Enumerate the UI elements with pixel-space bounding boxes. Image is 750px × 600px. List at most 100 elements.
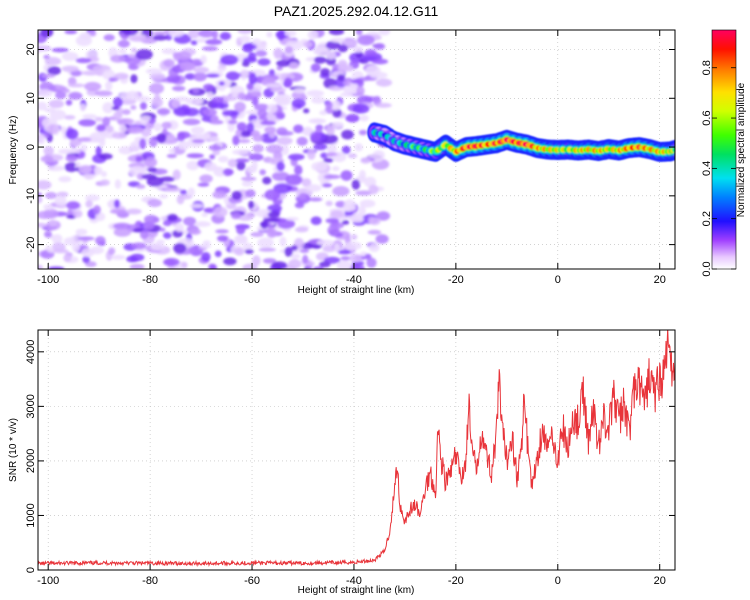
noise-blob [319, 261, 331, 268]
noise-blob [372, 58, 389, 65]
snr-x-tick-label: -20 [448, 575, 464, 587]
noise-blob [290, 253, 301, 259]
snr-x-tick-label: 20 [654, 575, 666, 587]
noise-blob [310, 216, 322, 225]
noise-blob [66, 201, 81, 210]
noise-blob [243, 57, 257, 63]
noise-blob [67, 77, 77, 86]
noise-blob [147, 167, 158, 173]
colorbar-tick-label: 0.2 [701, 211, 713, 226]
noise-blob [61, 65, 79, 73]
noise-blob [206, 91, 214, 100]
noise-blob [200, 55, 207, 64]
noise-blob [302, 41, 313, 48]
noise-blob [267, 204, 282, 213]
noise-blob [84, 81, 102, 92]
noise-blob [204, 162, 217, 172]
noise-blob [89, 30, 97, 37]
noise-blob [111, 132, 128, 139]
noise-blob [157, 108, 171, 116]
noise-blob [356, 95, 373, 105]
noise-blob [223, 257, 237, 266]
noise-blob [108, 77, 116, 82]
noise-blob [237, 92, 246, 101]
noise-blob [65, 99, 73, 106]
noise-blob [350, 215, 364, 223]
spectrogram-x-tick-label: -20 [448, 274, 464, 286]
noise-blob [219, 31, 231, 41]
snr-x-tick-label: -80 [142, 575, 158, 587]
noise-blob [159, 194, 168, 199]
spectrogram-noise-region [38, 30, 393, 269]
noise-blob [145, 68, 163, 75]
noise-blob [332, 108, 342, 118]
noise-blob [285, 174, 303, 186]
noise-blob [262, 176, 272, 185]
noise-blob [313, 49, 322, 55]
snr-x-tick-label: -100 [37, 575, 59, 587]
noise-blob [217, 235, 228, 242]
noise-blob [38, 134, 46, 145]
noise-blob [341, 145, 351, 154]
noise-blob [343, 199, 356, 210]
noise-blob [193, 66, 210, 74]
noise-blob [183, 216, 197, 226]
noise-blob [365, 65, 381, 76]
noise-blob [203, 207, 213, 213]
spectrogram-y-tick-label: 10 [25, 92, 37, 104]
noise-blob [210, 101, 226, 109]
snr-x-tick-label: -60 [244, 575, 260, 587]
noise-blob [82, 114, 97, 119]
noise-blob [206, 73, 220, 78]
noise-blob [167, 213, 178, 222]
spectrogram-signal-track [367, 122, 675, 162]
noise-blob [129, 263, 145, 269]
noise-blob [144, 157, 158, 168]
noise-blob [293, 88, 306, 94]
noise-blob [179, 61, 196, 72]
noise-blob [234, 247, 245, 256]
noise-blob [332, 166, 340, 172]
noise-blob [160, 215, 168, 221]
noise-blob [129, 64, 138, 70]
noise-blob [349, 263, 365, 269]
noise-blob [95, 212, 106, 222]
noise-blob [199, 174, 213, 183]
noise-blob [237, 139, 251, 144]
noise-blob [101, 171, 107, 178]
noise-blob [43, 146, 54, 156]
noise-blob [181, 261, 188, 268]
noise-blob [368, 184, 379, 195]
noise-blob [214, 250, 222, 258]
snr-x-tick-label: 0 [555, 575, 561, 587]
noise-blob [276, 65, 283, 71]
noise-blob [332, 63, 340, 72]
noise-blob [325, 40, 341, 50]
noise-blob [316, 239, 335, 246]
noise-blob [49, 109, 67, 121]
noise-blob [61, 51, 79, 61]
noise-blob [135, 96, 151, 102]
noise-blob [319, 110, 328, 116]
snr-y-tick-label: 4000 [25, 340, 37, 364]
noise-blob [284, 246, 293, 257]
noise-blob [333, 243, 341, 253]
noise-blob [75, 35, 92, 47]
noise-blob [189, 203, 204, 209]
noise-blob [262, 217, 281, 222]
noise-blob [340, 256, 351, 261]
noise-blob [302, 254, 309, 265]
noise-blob [260, 120, 277, 126]
noise-blob [217, 64, 227, 72]
snr-y-ticks: 0 1000 2000 3000 4000 [25, 340, 675, 573]
colorbar-gradient [712, 30, 736, 269]
noise-blob [199, 244, 212, 249]
noise-blob [188, 30, 200, 39]
noise-blob [147, 198, 162, 208]
noise-blob [210, 114, 219, 125]
noise-blob [222, 110, 240, 117]
noise-blob [102, 116, 111, 127]
noise-blob [93, 166, 103, 175]
noise-blob [38, 89, 53, 98]
